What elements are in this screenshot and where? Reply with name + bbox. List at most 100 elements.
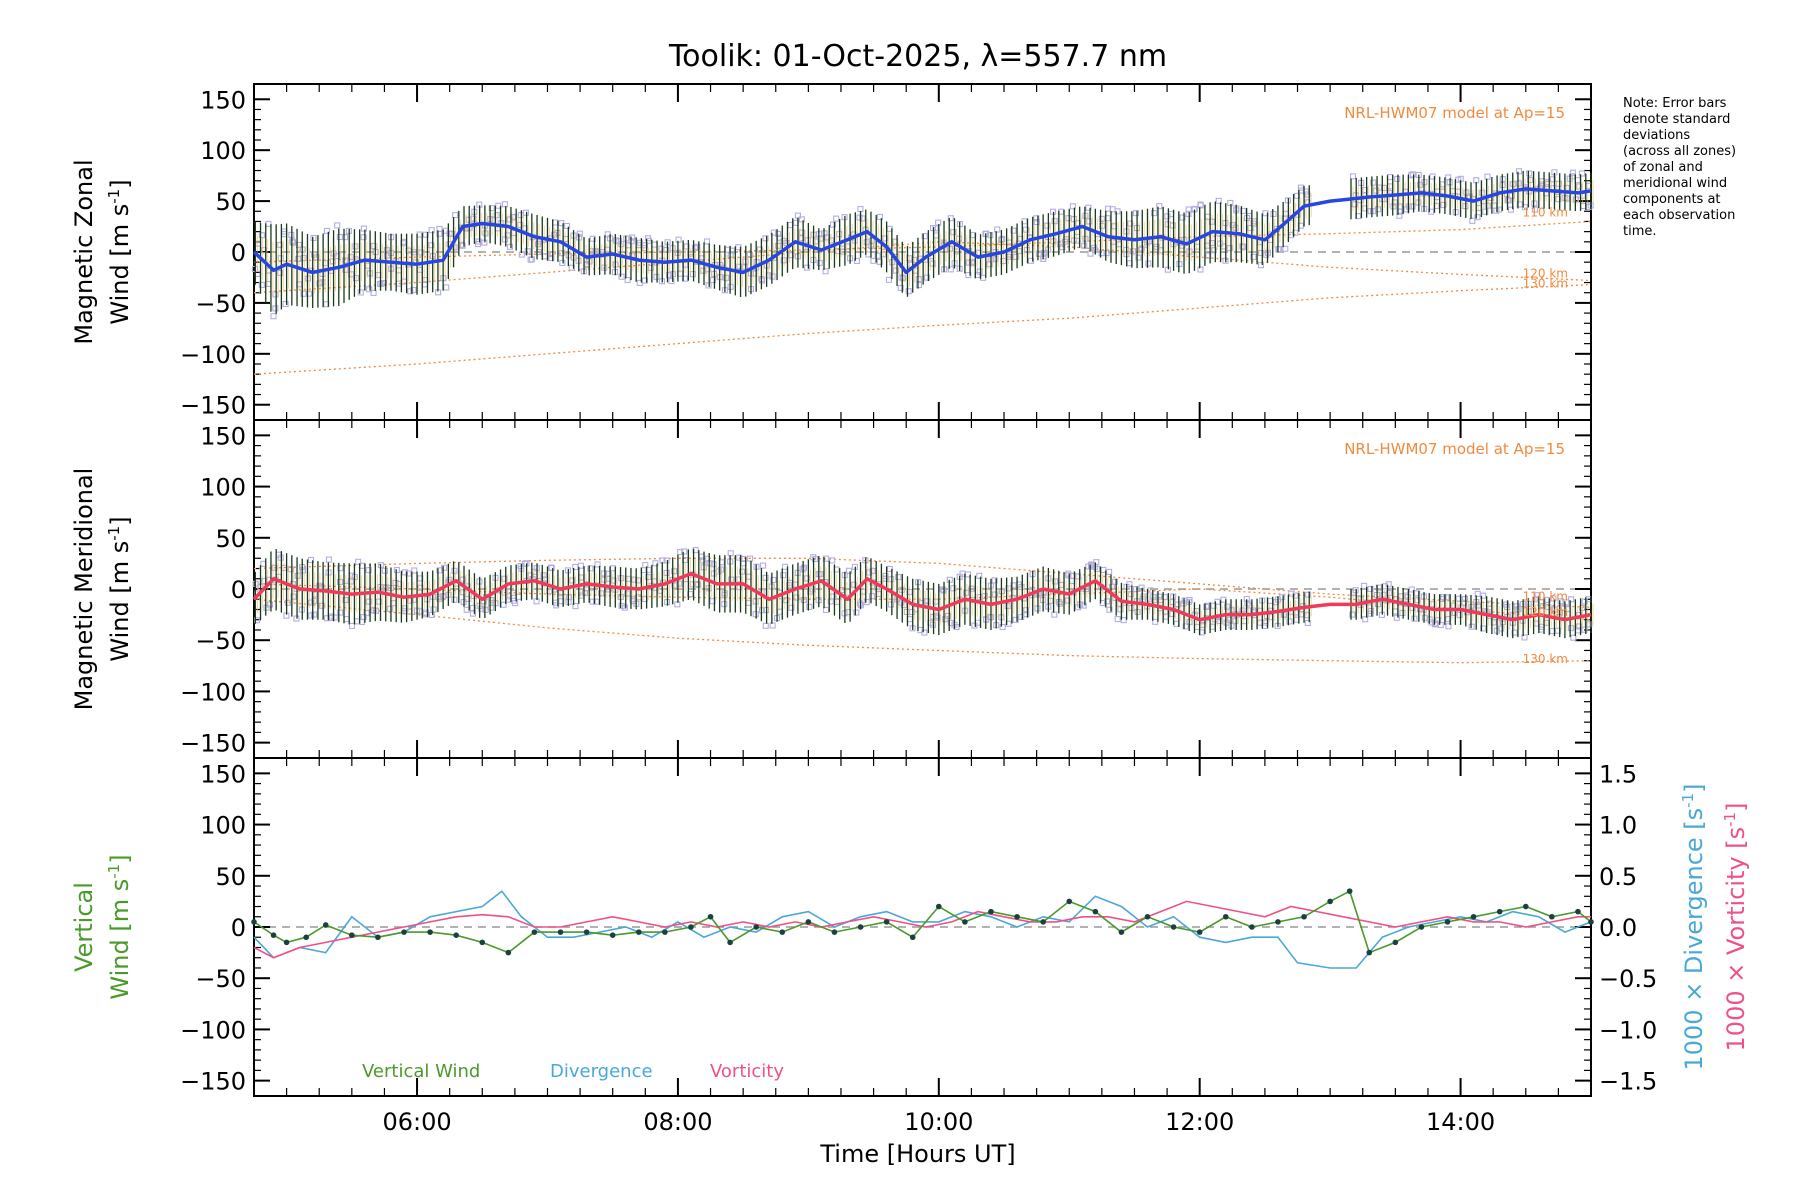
- zone-sample-point: [1349, 173, 1357, 180]
- zone-sample-point: [1482, 208, 1489, 215]
- y-axis-label: Magnetic Zonal Wind [m s-1]: [70, 159, 134, 344]
- zone-sample-point: [999, 623, 1006, 631]
- y-tick-label: 0: [231, 576, 246, 604]
- vertical-wind-point: [831, 929, 838, 935]
- zone-sample-point: [1393, 614, 1400, 621]
- zone-sample-point: [1085, 204, 1092, 211]
- zone-sample-point: [642, 561, 649, 569]
- y-tick-label: −150: [180, 1068, 246, 1096]
- zone-sample-point: [337, 578, 344, 585]
- y-axis-label-line1: Magnetic Meridional: [70, 468, 98, 711]
- vertical-wind-point: [1014, 913, 1020, 920]
- zone-sample-point: [1151, 210, 1158, 217]
- zone-sample-point: [299, 567, 307, 574]
- zone-sample-point: [1581, 626, 1588, 633]
- zone-sample-point: [463, 606, 470, 613]
- legend-vertical-wind: Vertical Wind: [362, 1061, 480, 1082]
- zone-sample-point: [258, 232, 265, 239]
- zone-sample-point: [756, 246, 763, 253]
- zone-sample-point: [845, 567, 852, 574]
- zone-sample-point: [443, 284, 450, 291]
- zone-sample-point: [1390, 203, 1397, 210]
- zone-sample-point: [1197, 266, 1204, 273]
- zone-sample-point: [343, 616, 350, 623]
- zone-sample-point: [1197, 202, 1204, 209]
- zone-sample-point: [746, 251, 753, 258]
- vertical-wind-point: [505, 949, 512, 956]
- vertical-wind-point: [1496, 908, 1503, 915]
- zone-sample-point: [935, 219, 942, 226]
- zone-sample-point: [1228, 607, 1235, 614]
- zone-sample-point: [305, 290, 313, 297]
- zone-sample-point: [1586, 621, 1593, 628]
- vertical-wind-point: [1327, 898, 1333, 905]
- zone-sample-point: [558, 220, 565, 227]
- zone-sample-point: [1550, 595, 1557, 602]
- zone-sample-point: [776, 608, 783, 615]
- zone-sample-point: [1468, 623, 1475, 630]
- y-tick-label: −50: [195, 965, 246, 993]
- zone-sample-point: [1087, 562, 1095, 569]
- zone-sample-point: [1385, 589, 1393, 597]
- vertical-wind-point: [1346, 888, 1353, 894]
- zone-sample-point: [980, 274, 987, 281]
- zone-sample-point: [663, 569, 670, 576]
- zone-sample-point: [1515, 180, 1522, 187]
- zone-sample-point: [921, 629, 928, 636]
- zone-sample-point: [671, 568, 678, 575]
- y-tick-label: −100: [180, 1016, 246, 1044]
- zone-sample-point: [272, 291, 279, 298]
- zone-sample-point: [1069, 203, 1076, 210]
- zone-sample-point: [558, 598, 565, 605]
- zone-sample-point: [812, 555, 819, 563]
- zone-sample-point: [963, 589, 970, 596]
- x-tick-label: 10:00: [904, 1108, 973, 1136]
- zone-sample-point: [272, 305, 279, 312]
- zone-sample-point: [1179, 214, 1186, 221]
- zone-sample-point: [289, 239, 297, 246]
- zone-sample-point: [1106, 606, 1113, 613]
- zone-sample-point: [1215, 197, 1222, 204]
- vertical-wind-point: [1144, 913, 1151, 920]
- vertical-wind-point: [1301, 913, 1307, 920]
- zone-sample-point: [738, 568, 746, 575]
- zone-sample-point: [601, 576, 608, 583]
- zone-sample-point: [1387, 174, 1394, 181]
- zone-sample-point: [875, 591, 882, 598]
- zone-sample-point: [558, 250, 565, 257]
- zone-sample-point: [868, 237, 875, 244]
- zone-sample-point: [1409, 203, 1416, 210]
- zone-sample-point: [1093, 559, 1100, 566]
- zone-sample-point: [987, 232, 994, 239]
- note-line: of zonal and: [1623, 160, 1703, 175]
- zone-sample-point: [261, 577, 268, 585]
- zone-sample-point: [624, 276, 631, 284]
- panel-meridional: 150 100 50 0 −50 −100 −150 NRL-HWM07 model at A…: [180, 419, 1594, 759]
- zone-sample-point: [1531, 200, 1538, 207]
- zone-sample-point: [923, 274, 931, 281]
- zone-sample-point: [895, 574, 902, 581]
- zone-sample-point: [1022, 607, 1030, 614]
- zone-sample-point: [1570, 634, 1577, 641]
- zone-sample-point: [1075, 573, 1082, 580]
- zone-sample-point: [1408, 586, 1415, 593]
- zone-sample-point: [709, 277, 717, 284]
- zone-sample-point: [1286, 618, 1293, 625]
- zone-sample-point: [1257, 262, 1265, 269]
- vertical-wind-point: [857, 924, 864, 930]
- zone-sample-point: [436, 225, 443, 233]
- zone-sample-point: [1396, 208, 1403, 215]
- zone-sample-point: [1554, 196, 1561, 203]
- vertical-wind-point: [1549, 913, 1555, 920]
- zone-sample-point: [348, 622, 356, 629]
- note-line: time.: [1623, 224, 1657, 239]
- vertical-wind-point: [1366, 949, 1373, 956]
- legend-vorticity: Vorticity: [710, 1061, 784, 1082]
- zone-sample-point: [1064, 597, 1071, 604]
- y-axis-label-line2: Wind [m s-1]: [105, 854, 134, 999]
- zone-sample-point: [1162, 613, 1169, 620]
- zone-sample-point: [792, 581, 799, 588]
- zone-sample-point: [1549, 176, 1556, 183]
- zone-sample-point: [1396, 212, 1403, 219]
